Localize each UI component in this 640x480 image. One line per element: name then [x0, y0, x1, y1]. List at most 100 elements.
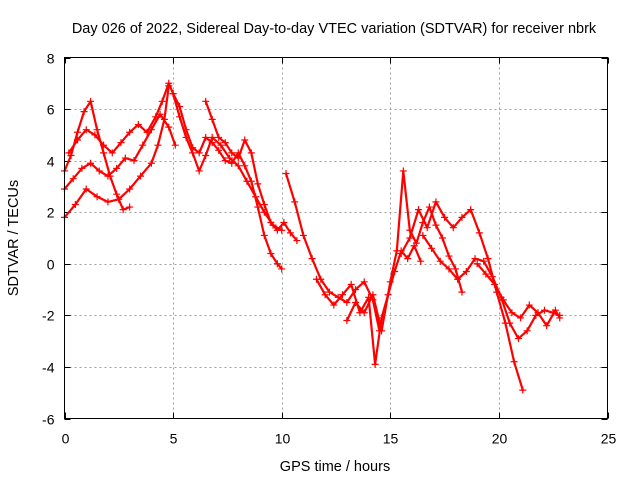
data-point	[208, 115, 216, 123]
y-tick-label: 0	[47, 257, 55, 273]
data-point	[226, 154, 234, 162]
data-point	[143, 128, 151, 136]
data-point	[312, 275, 320, 283]
data-point	[428, 244, 436, 252]
data-point	[517, 314, 525, 322]
y-tick-label: -2	[42, 308, 55, 324]
data-point	[525, 301, 533, 309]
data-point	[321, 291, 329, 299]
series-sat-d	[67, 82, 283, 232]
data-point	[543, 322, 551, 330]
series-sat-e	[172, 92, 283, 270]
data-point	[217, 141, 225, 149]
data-point	[247, 149, 255, 157]
data-point	[475, 229, 483, 237]
data-point	[195, 167, 203, 175]
data-point	[325, 288, 333, 296]
data-point	[202, 133, 210, 141]
data-point	[393, 247, 401, 255]
data-point	[397, 249, 405, 257]
data-point	[412, 239, 420, 247]
data-point	[147, 159, 155, 167]
data-point	[449, 224, 457, 232]
data-point	[467, 206, 475, 214]
data-point	[121, 154, 129, 162]
data-point	[267, 249, 275, 257]
x-tick-label: 10	[275, 431, 291, 447]
data-point	[360, 278, 368, 286]
data-point	[95, 167, 103, 175]
x-tick-label: 15	[383, 431, 399, 447]
data-point	[473, 260, 481, 268]
x-tick-label: 20	[492, 431, 508, 447]
series-sat-g	[284, 172, 381, 332]
data-point	[406, 234, 414, 242]
data-point	[152, 113, 160, 121]
data-point	[165, 79, 173, 87]
data-point	[339, 291, 347, 299]
data-point	[117, 139, 125, 147]
data-point	[280, 219, 288, 227]
data-point	[519, 386, 527, 394]
data-point	[369, 291, 377, 299]
data-point	[273, 226, 281, 234]
data-point	[419, 231, 427, 239]
y-tick-label: 6	[47, 102, 55, 118]
data-point	[202, 97, 210, 105]
data-point	[273, 260, 281, 268]
data-point	[195, 149, 203, 157]
data-point	[104, 198, 112, 206]
y-tick-label: 2	[47, 205, 55, 221]
data-point	[176, 102, 184, 110]
data-point	[254, 203, 262, 211]
data-point	[458, 213, 466, 221]
data-point	[119, 206, 127, 214]
data-point	[330, 301, 338, 309]
data-point	[82, 126, 90, 134]
data-point	[291, 198, 299, 206]
data-series	[61, 79, 564, 394]
data-point	[126, 203, 134, 211]
y-tick-label: 4	[47, 154, 55, 170]
data-point	[445, 265, 453, 273]
data-point	[228, 159, 236, 167]
data-point	[260, 200, 268, 208]
data-point	[299, 231, 307, 239]
data-point	[551, 306, 559, 314]
series-sat-c	[63, 84, 170, 219]
data-point	[74, 128, 82, 136]
data-point	[308, 255, 316, 263]
y-tick-label: 8	[47, 51, 55, 67]
data-point	[514, 335, 522, 343]
data-point	[241, 162, 249, 170]
data-point	[508, 309, 516, 317]
data-point	[423, 224, 431, 232]
chart-title: Day 026 of 2022, Sidereal Day-to-day VTE…	[72, 21, 597, 37]
data-point	[534, 309, 542, 317]
data-point	[154, 141, 162, 149]
x-tick-label: 0	[62, 431, 70, 447]
data-point	[278, 265, 286, 273]
data-point	[499, 296, 507, 304]
data-point	[399, 167, 407, 175]
data-point	[208, 139, 216, 147]
data-point	[441, 213, 449, 221]
data-point	[182, 126, 190, 134]
data-point	[100, 149, 108, 157]
data-point	[343, 298, 351, 306]
data-point	[126, 185, 134, 193]
data-point	[378, 327, 386, 335]
data-point	[371, 360, 379, 368]
data-point	[352, 298, 360, 306]
x-tick-label: 25	[601, 431, 617, 447]
data-point	[458, 288, 466, 296]
data-point	[215, 133, 223, 141]
data-point	[254, 180, 262, 188]
data-point	[160, 115, 168, 123]
y-axis-ticks: -6 -4 -2 0 2 4 6 8	[42, 51, 608, 428]
data-point	[165, 123, 173, 131]
data-point	[267, 219, 275, 227]
data-point	[282, 170, 290, 178]
data-point	[171, 141, 179, 149]
